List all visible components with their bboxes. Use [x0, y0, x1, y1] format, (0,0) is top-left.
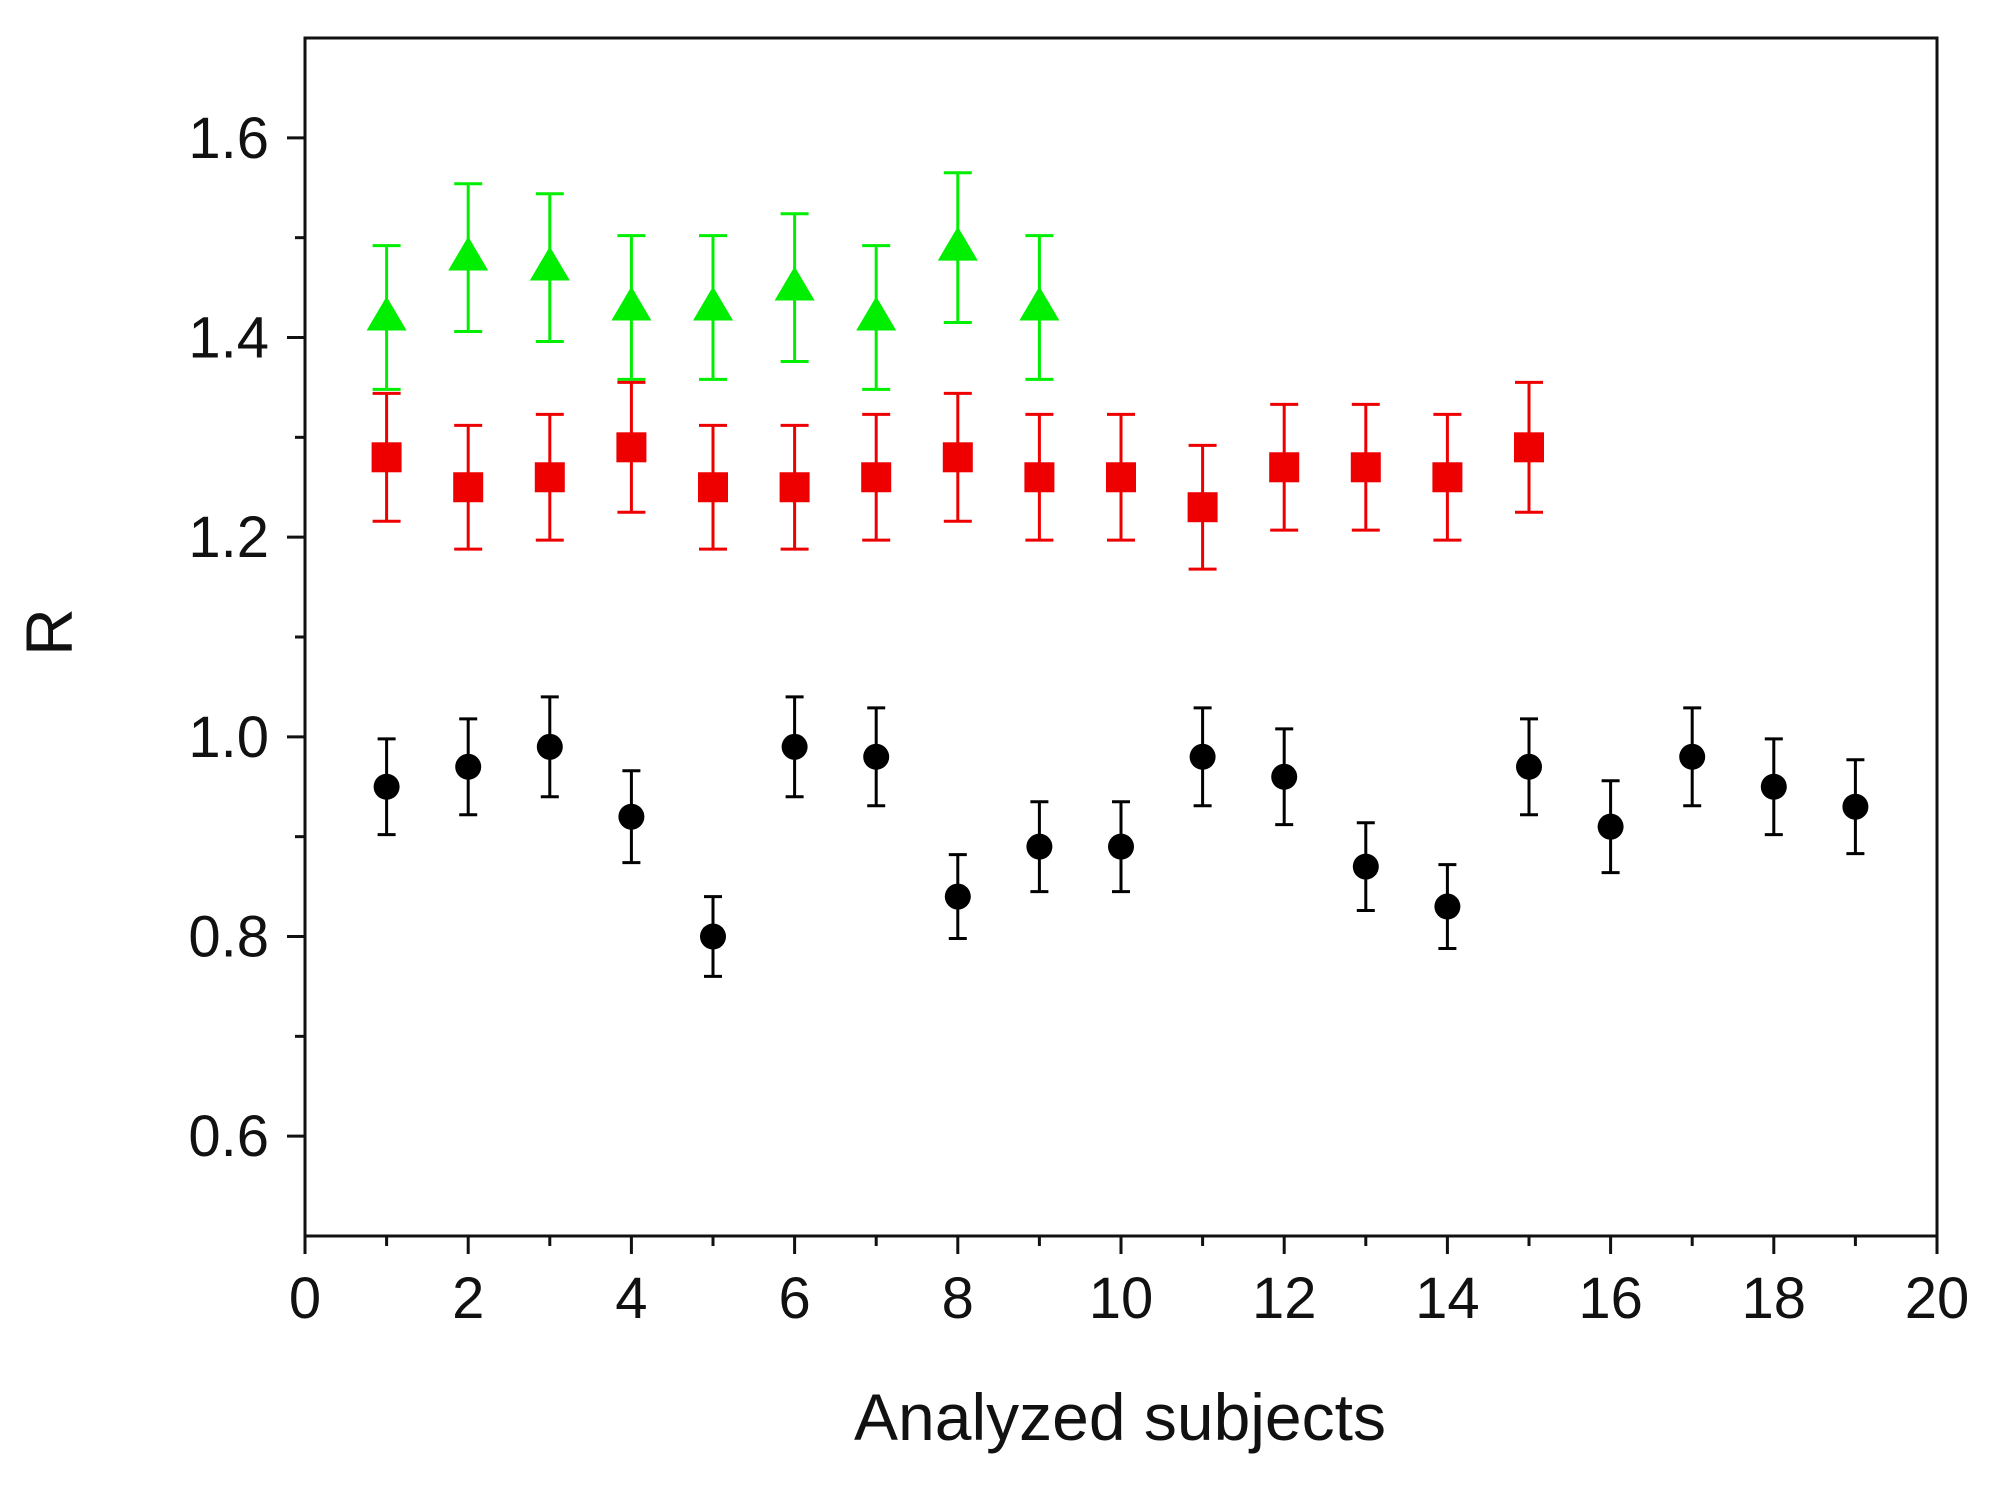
data-point-circle [373, 773, 400, 800]
data-point-circle [700, 923, 726, 950]
x-tick-label: 4 [615, 1266, 647, 1331]
data-point-triangle [693, 286, 733, 321]
data-point-square [698, 472, 728, 503]
x-tick-label: 2 [452, 1266, 484, 1331]
data-point-triangle [774, 266, 815, 301]
x-tick-label: 6 [778, 1266, 810, 1331]
x-tick-label: 10 [1089, 1266, 1154, 1331]
data-point-circle [1597, 813, 1624, 840]
data-point-square [1269, 452, 1300, 483]
x-axis-label: Analyzed subjects [854, 1380, 1386, 1454]
data-point-triangle [856, 296, 897, 331]
x-tick-label: 20 [1905, 1266, 1970, 1331]
data-point-circle [1271, 763, 1298, 790]
data-point-circle [863, 743, 890, 770]
y-axis-label: R [12, 608, 86, 656]
data-point-square [534, 462, 565, 493]
data-point-square [1106, 462, 1136, 493]
data-point-triangle [611, 286, 652, 321]
data-point-circle [1516, 753, 1542, 780]
x-tick-label: 0 [289, 1266, 321, 1331]
data-point-circle [536, 733, 563, 760]
data-point-square [1432, 462, 1463, 493]
data-point-triangle [448, 236, 489, 271]
data-point-triangle [937, 226, 978, 261]
y-tick-label: 0.6 [188, 1104, 269, 1169]
data-point-square [942, 442, 973, 473]
data-point-square [1514, 432, 1544, 463]
data-point-circle [1434, 893, 1461, 920]
data-point-circle [455, 753, 482, 780]
data-point-triangle [366, 296, 407, 331]
data-point-circle [944, 883, 971, 910]
data-point-square [1350, 452, 1381, 483]
data-point-square [779, 472, 810, 503]
data-point-circle [781, 733, 808, 760]
data-point-circle [1842, 793, 1869, 820]
data-point-square [1187, 492, 1218, 523]
data-point-triangle [1019, 286, 1060, 321]
x-tick-label: 16 [1578, 1266, 1643, 1331]
y-tick-label: 1.6 [188, 106, 269, 171]
data-point-circle [1352, 853, 1379, 880]
data-point-circle [1679, 743, 1706, 770]
data-point-square [371, 442, 402, 473]
y-tick-label: 0.8 [188, 905, 269, 970]
data-point-circle [618, 803, 645, 830]
data-point-square [1024, 462, 1055, 493]
data-point-triangle [529, 246, 570, 281]
data-point-circle [1108, 833, 1134, 860]
y-tick-label: 1.2 [188, 505, 269, 570]
data-point-square [453, 472, 484, 503]
x-tick-label: 12 [1252, 1266, 1317, 1331]
data-point-square [616, 432, 647, 463]
x-tick-label: 18 [1742, 1266, 1807, 1331]
data-point-circle [1760, 773, 1787, 800]
x-tick-label: 8 [942, 1266, 974, 1331]
data-point-square [861, 462, 892, 493]
plot-area: 0 2 4 6 8 10 12 14 16 18 20 0.6 0.8 1.0 1.2 1.4 1.6 [188, 36, 1970, 1331]
y-tick-label: 1.0 [188, 705, 269, 770]
data-point-circle [1189, 743, 1216, 770]
data-point-circle [1026, 833, 1053, 860]
y-tick-label: 1.4 [188, 306, 269, 371]
x-tick-label: 14 [1415, 1266, 1480, 1331]
